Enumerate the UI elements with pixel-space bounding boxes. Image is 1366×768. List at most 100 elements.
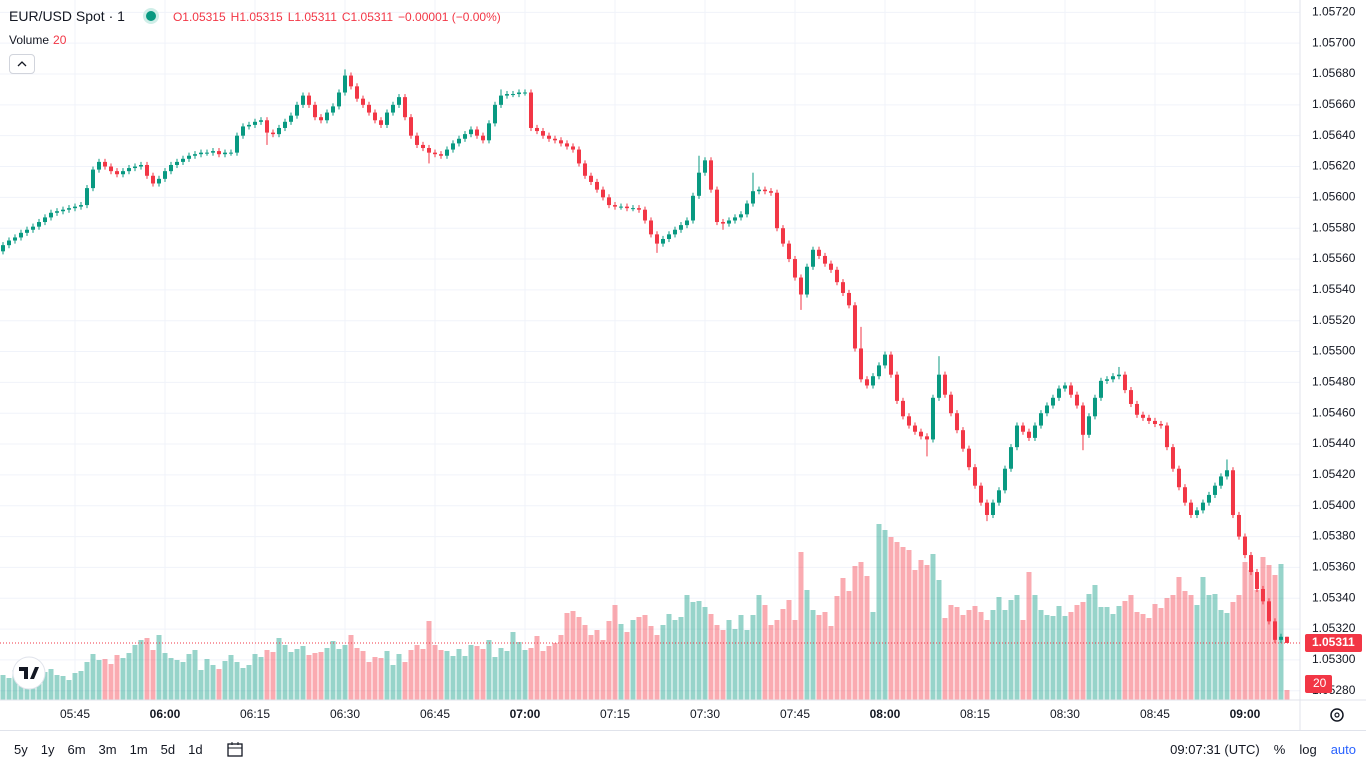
volume-bar (948, 605, 954, 700)
candle-body (648, 220, 653, 235)
y-tick-label: 1.05660 (1312, 97, 1356, 111)
candle-body (366, 104, 371, 113)
candle-body (294, 104, 299, 116)
volume-bar (1164, 598, 1170, 700)
candle-body (108, 166, 113, 172)
candle-body (456, 138, 461, 144)
candle-body (330, 106, 335, 113)
candle-body (198, 152, 203, 155)
candle-body (1122, 374, 1127, 391)
volume-bar (1224, 613, 1230, 700)
candle-body (804, 266, 809, 295)
candle-body (1068, 385, 1073, 395)
y-tick-label: 1.05320 (1312, 621, 1356, 635)
candle-body (864, 379, 869, 386)
candle-body (360, 98, 365, 105)
candle-body (522, 92, 527, 94)
volume-bar (552, 643, 558, 700)
volume-bar (120, 658, 126, 700)
goto-date-icon[interactable] (225, 740, 247, 760)
volume-bar (60, 676, 66, 700)
range-button[interactable]: 6m (67, 742, 86, 757)
candle-body (1164, 425, 1169, 448)
settings-icon[interactable] (1330, 708, 1344, 722)
volume-bar (156, 635, 162, 700)
y-tick-label: 1.05380 (1312, 529, 1356, 543)
y-tick-label: 1.05360 (1312, 560, 1356, 574)
axis-option[interactable]: auto (1330, 742, 1356, 757)
collapse-button[interactable] (9, 54, 35, 74)
bottom-toolbar: 5y 1y 6m 3m 1m 5d 1d 09:07:31 (UTC) % log auto (0, 730, 1366, 768)
candle-body (588, 175, 593, 182)
candle-body (534, 127, 539, 132)
volume-bar (228, 655, 234, 700)
candle-body (240, 126, 245, 136)
volume-bar (1284, 690, 1290, 700)
axis-option[interactable]: % (1273, 742, 1286, 757)
candle-body (1182, 487, 1187, 503)
volume-bar (852, 566, 858, 700)
candle-body (954, 413, 959, 431)
volume-bar (990, 610, 996, 700)
volume-bar (906, 550, 912, 700)
volume-bar (1230, 602, 1236, 700)
volume-bar (774, 620, 780, 700)
volume-bar (726, 620, 732, 700)
candle-body (252, 121, 257, 125)
volume-bar (306, 655, 312, 700)
range-button[interactable]: 1y (40, 742, 55, 757)
volume-bar (570, 611, 576, 700)
range-button[interactable]: 1m (129, 742, 148, 757)
y-tick-label: 1.05640 (1312, 128, 1356, 142)
volume-bar (90, 654, 96, 700)
volume-bar (858, 562, 864, 700)
y-tick-label: 1.05700 (1312, 35, 1356, 49)
volume-bar (456, 649, 462, 700)
volume-bar (588, 635, 594, 700)
volume-bar (762, 605, 768, 700)
candle-body (414, 135, 419, 145)
volume-bar (516, 642, 522, 700)
candle-body (594, 181, 599, 190)
range-button[interactable]: 1d (188, 742, 203, 757)
candle-body (714, 189, 719, 223)
axis-option[interactable]: log (1299, 742, 1317, 757)
volume-bar (528, 648, 534, 700)
y-tick-label: 1.05580 (1312, 220, 1356, 234)
candle-body (1074, 394, 1079, 406)
candle-body (792, 259, 797, 278)
candle-body (402, 97, 407, 118)
candle-body (282, 121, 287, 128)
volume-bar (432, 645, 438, 700)
candle-body (1026, 431, 1031, 438)
candle-body (474, 129, 479, 136)
volume-bar (1068, 612, 1074, 700)
volume-bar (414, 645, 420, 700)
y-tick-label: 1.05480 (1312, 375, 1356, 389)
candle-body (810, 249, 815, 267)
candle-body (666, 234, 671, 239)
volume-bar (612, 605, 618, 700)
ohlc-item: −0.00001 (−0.00%) (398, 9, 501, 24)
candle-body (642, 209, 647, 221)
volume-bar (396, 654, 402, 700)
range-button[interactable]: 5d (160, 742, 176, 757)
volume-bar (222, 661, 228, 700)
candle-body (114, 171, 119, 175)
candle-body (1152, 420, 1157, 425)
volume-value: 20 (53, 33, 67, 47)
volume-bar (54, 675, 60, 700)
y-tick-label: 1.05300 (1312, 652, 1356, 666)
range-button[interactable]: 5y (14, 742, 28, 757)
candle-body (1044, 405, 1049, 414)
candle-body (432, 152, 437, 155)
range-button[interactable]: 3m (98, 742, 117, 757)
volume-bar (810, 610, 816, 700)
candle-body (684, 220, 689, 226)
volume-bar (720, 630, 726, 700)
candle-body (168, 164, 173, 172)
candle-body (12, 237, 17, 241)
candle-body (822, 255, 827, 264)
volume-bar (438, 650, 444, 700)
volume-bar (270, 652, 276, 700)
